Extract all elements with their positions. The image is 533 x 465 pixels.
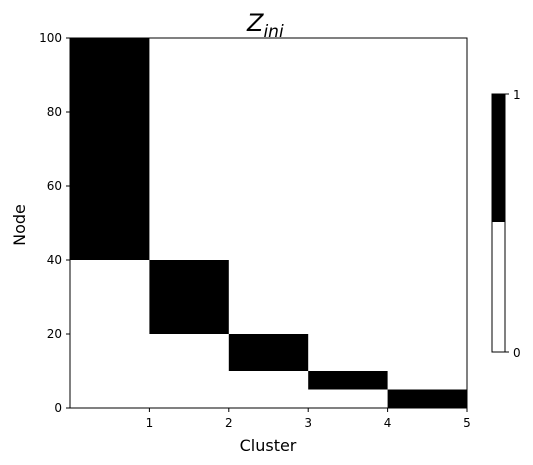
heatmap-block-cluster-5 (387, 389, 467, 408)
x-axis-label: Cluster (240, 436, 297, 455)
x-tick-label: 3 (304, 416, 312, 430)
x-tick-label: 5 (463, 416, 471, 430)
heatmap-block-cluster-2 (149, 260, 229, 334)
heatmap-block-cluster-1 (70, 38, 150, 260)
y-tick-label: 20 (47, 327, 62, 341)
y-tick-label: 100 (39, 31, 62, 45)
x-tick-label: 4 (384, 416, 392, 430)
heatmap-block-cluster-4 (308, 371, 388, 390)
y-tick-label: 60 (47, 179, 62, 193)
colorbar-segment-0 (492, 222, 505, 352)
y-tick-label: 40 (47, 253, 62, 267)
heatmap-blocks (70, 38, 467, 408)
chart-title-main: Z (246, 9, 264, 37)
x-tick-label: 2 (225, 416, 233, 430)
y-tick-label: 0 (54, 401, 62, 415)
chart-title: Zini (246, 9, 284, 42)
y-tick-label: 80 (47, 105, 62, 119)
colorbar-tick-label-0: 0 (513, 346, 521, 360)
chart-title-sub: ini (263, 22, 283, 42)
x-axis-ticks: 1 2 3 4 5 (146, 408, 471, 430)
heatmap-block-cluster-3 (228, 334, 309, 371)
x-tick-label: 1 (146, 416, 154, 430)
colorbar: 1 0 (491, 88, 521, 360)
colorbar-segment-1 (492, 94, 505, 222)
y-axis-ticks: 0 20 40 60 80 100 (39, 31, 70, 415)
y-axis-label: Node (10, 204, 29, 246)
plot-area-frame (69, 37, 468, 409)
colorbar-tick-label-1: 1 (513, 88, 521, 102)
colorbar-frame (491, 93, 506, 353)
